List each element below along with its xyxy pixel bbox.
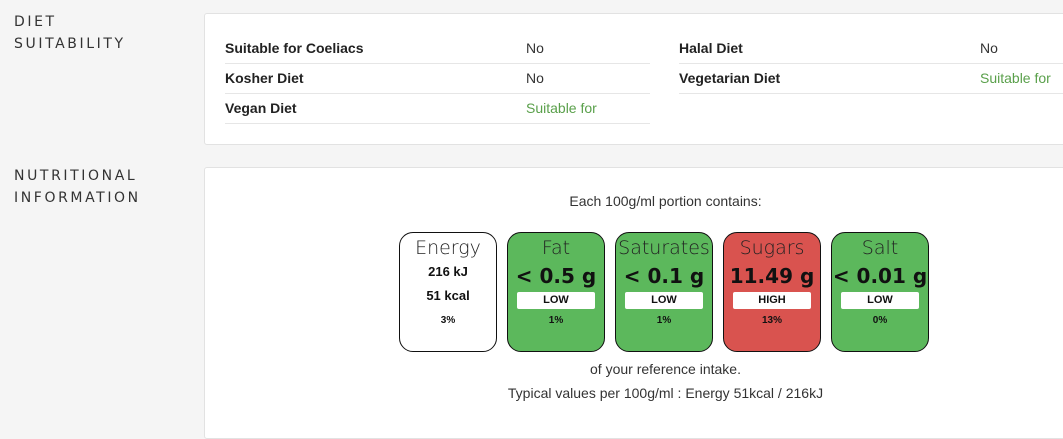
nutri-heading-line2: INFORMATION — [14, 190, 141, 206]
diet-row-vegan: Vegan Diet Suitable for — [225, 93, 650, 124]
sugars-tile: Sugars 11.49 g HIGH 13% — [723, 232, 821, 352]
energy-kj: 216 kJ — [428, 264, 468, 279]
diet-row-halal: Halal Diet No — [679, 33, 1063, 64]
portion-caption: Each 100g/ml portion contains: — [569, 193, 762, 209]
tile-amount: < 0.5 g — [515, 264, 597, 288]
diet-heading-line1: DIET — [14, 14, 57, 30]
tile-level-badge: HIGH — [733, 292, 811, 309]
salt-tile: Salt < 0.01 g LOW 0% — [831, 232, 929, 352]
tile-pct: 1% — [656, 315, 672, 326]
fat-tile: Fat < 0.5 g LOW 1% — [507, 232, 605, 352]
energy-tile: Energy 216 kJ 51 kcal 3% — [399, 232, 497, 352]
diet-row-kosher: Kosher Diet No — [225, 63, 650, 94]
reference-intake-caption: of your reference intake. — [590, 361, 741, 377]
tile-name: Fat — [541, 237, 571, 259]
tile-amount: 11.49 g — [729, 264, 815, 288]
tile-name: Saturates — [618, 237, 710, 259]
diet-value: No — [526, 40, 544, 56]
diet-suitability-card: Suitable for Coeliacs No Kosher Diet No … — [204, 13, 1063, 145]
diet-value: No — [980, 40, 998, 56]
energy-pct: 3% — [440, 315, 456, 326]
tile-pct: 0% — [872, 315, 888, 326]
tile-name: Sugars — [739, 237, 805, 259]
nutrition-card: Each 100g/ml portion contains: Energy 21… — [204, 167, 1063, 439]
saturates-tile: Saturates < 0.1 g LOW 1% — [615, 232, 713, 352]
tile-amount: < 0.1 g — [623, 264, 705, 288]
diet-heading-line2: SUITABILITY — [14, 36, 126, 52]
energy-tile-name: Energy — [415, 237, 481, 259]
nutri-heading-line1: NUTRITIONAL — [14, 168, 138, 184]
diet-key: Vegetarian Diet — [679, 70, 781, 86]
tile-name: Salt — [861, 237, 899, 259]
diet-value: Suitable for — [526, 100, 597, 116]
energy-kcal: 51 kcal — [426, 288, 470, 303]
tile-pct: 13% — [761, 315, 782, 326]
typical-values-caption: Typical values per 100g/ml : Energy 51kc… — [507, 385, 824, 401]
tile-level-badge: LOW — [841, 292, 919, 309]
tile-level-badge: LOW — [517, 292, 595, 309]
diet-key: Vegan Diet — [225, 100, 297, 116]
diet-key: Halal Diet — [679, 40, 743, 56]
diet-suitability-heading: DIET SUITABILITY — [14, 11, 126, 55]
diet-key: Suitable for Coeliacs — [225, 40, 364, 56]
diet-value: No — [526, 70, 544, 86]
tile-level-badge: LOW — [625, 292, 703, 309]
diet-row-vegetarian: Vegetarian Diet Suitable for — [679, 63, 1063, 94]
diet-key: Kosher Diet — [225, 70, 304, 86]
diet-value: Suitable for — [980, 70, 1051, 86]
tile-amount: < 0.01 g — [832, 264, 928, 288]
nutritional-info-heading: NUTRITIONAL INFORMATION — [14, 165, 141, 209]
diet-row-coeliacs: Suitable for Coeliacs No — [225, 33, 650, 64]
tile-pct: 1% — [548, 315, 564, 326]
